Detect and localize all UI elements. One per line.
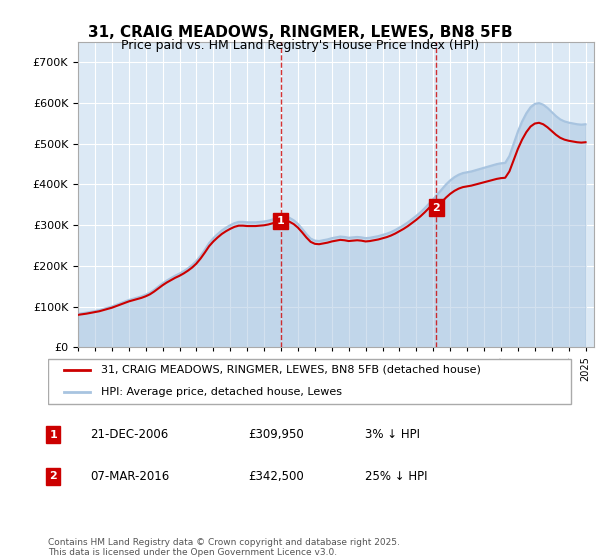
Text: Contains HM Land Registry data © Crown copyright and database right 2025.
This d: Contains HM Land Registry data © Crown c… [48,538,400,557]
Text: £342,500: £342,500 [248,470,304,483]
Text: 3% ↓ HPI: 3% ↓ HPI [365,428,420,441]
Text: 31, CRAIG MEADOWS, RINGMER, LEWES, BN8 5FB (detached house): 31, CRAIG MEADOWS, RINGMER, LEWES, BN8 5… [101,365,481,375]
Text: £309,950: £309,950 [248,428,304,441]
Text: 2: 2 [49,472,57,481]
FancyBboxPatch shape [48,358,571,404]
Text: 31, CRAIG MEADOWS, RINGMER, LEWES, BN8 5FB: 31, CRAIG MEADOWS, RINGMER, LEWES, BN8 5… [88,25,512,40]
Text: 2: 2 [433,203,440,213]
Text: 1: 1 [49,430,57,440]
Text: 21-DEC-2006: 21-DEC-2006 [90,428,169,441]
Text: 25% ↓ HPI: 25% ↓ HPI [365,470,427,483]
Text: 07-MAR-2016: 07-MAR-2016 [90,470,169,483]
Text: HPI: Average price, detached house, Lewes: HPI: Average price, detached house, Lewe… [101,387,342,397]
Text: 1: 1 [277,216,284,226]
Text: Price paid vs. HM Land Registry's House Price Index (HPI): Price paid vs. HM Land Registry's House … [121,39,479,52]
